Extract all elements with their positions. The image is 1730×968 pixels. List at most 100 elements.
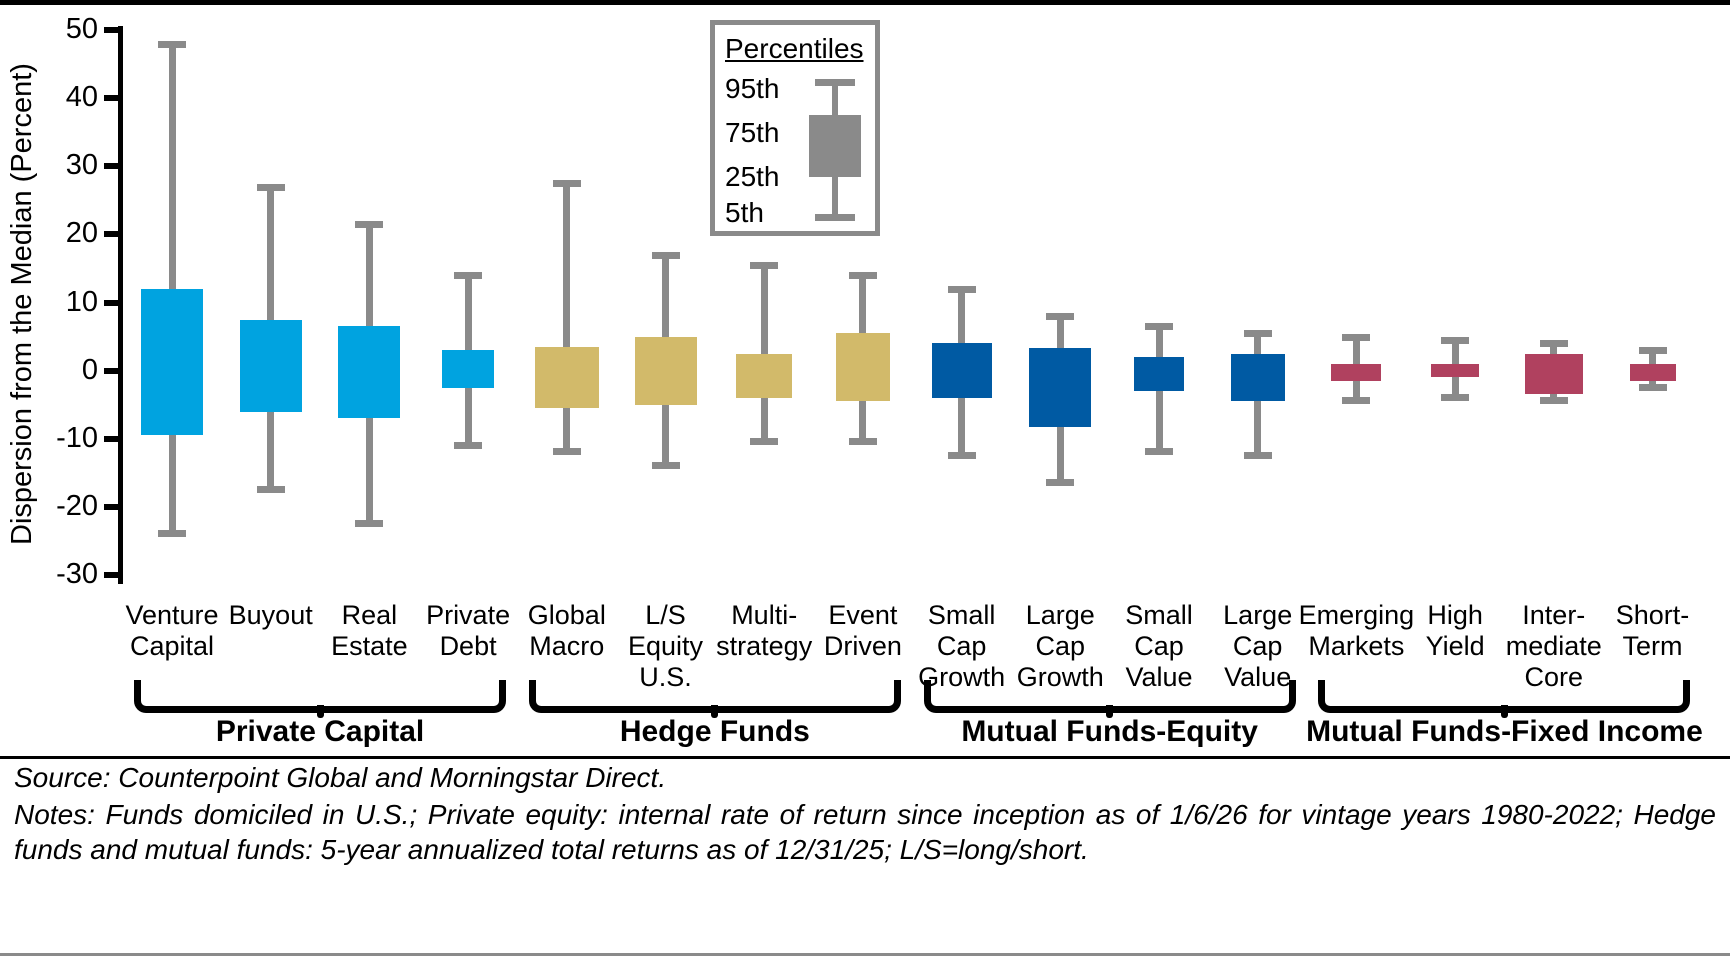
category-label-global-macro: Global Macro — [502, 600, 632, 662]
category-label-line: Inter- — [1522, 600, 1586, 630]
whisker-cap-5th-real-estate — [355, 519, 384, 527]
y-tick--30 — [104, 572, 119, 578]
box-large-cap-value — [1230, 353, 1285, 402]
category-label-l-s-equity-u-s: L/S Equity U.S. — [601, 600, 731, 693]
whisker-cap-5th-large-cap-growth — [1046, 479, 1075, 487]
legend-glyph-cap-5th — [815, 214, 855, 221]
category-label-line: Markets — [1308, 631, 1405, 661]
whisker-cap-95th-multi-strategy — [750, 262, 779, 270]
y-tick-label--20: -20 — [56, 489, 98, 522]
category-label-line: Growth — [1016, 662, 1104, 692]
group-label-hedge-funds: Hedge Funds — [619, 715, 810, 748]
whisker-cap-5th-multi-strategy — [750, 438, 779, 446]
y-tick-label--10: -10 — [56, 421, 98, 454]
category-label-line: Private — [426, 600, 511, 630]
category-label-line: Estate — [331, 631, 408, 661]
group-label-private-capital: Private Capital — [215, 715, 425, 748]
whisker-cap-95th-high-yield — [1441, 336, 1470, 344]
legend-glyph-cap-95th — [815, 79, 855, 86]
box-emerging-markets — [1331, 363, 1382, 381]
whisker-cap-95th-small-cap-growth — [947, 285, 976, 293]
y-tick--10 — [104, 435, 119, 442]
category-label-line: Driven — [823, 631, 902, 661]
legend-entry-25th: 25th — [725, 161, 780, 192]
category-label-short-term: Short- Term — [1588, 600, 1718, 662]
category-label-line: Cap — [1035, 631, 1086, 661]
category-label-line: Term — [1622, 631, 1683, 661]
group-bracket-nub-mutual-funds-fixed-income — [1500, 705, 1508, 718]
category-label-small-cap-value: Small Cap Value — [1094, 600, 1224, 693]
legend-entry-5th: 5th — [725, 197, 764, 228]
legend-title: Percentiles — [725, 33, 864, 64]
category-label-line: Value — [1125, 662, 1193, 692]
group-bracket-nub-hedge-funds — [711, 705, 719, 718]
category-label-real-estate: Real Estate — [304, 600, 434, 662]
category-label-line: Equity — [627, 631, 704, 661]
category-label-multi-strategy: Multi-strategy — [699, 600, 829, 662]
category-label-line: Small — [927, 600, 996, 630]
category-label-line: High — [1427, 600, 1483, 630]
source-text: Source: Counterpoint Global and Mornings… — [14, 762, 667, 793]
category-label-emerging-markets: Emerging Markets — [1291, 600, 1421, 662]
whisker-cap-5th-intermediate-core — [1539, 397, 1568, 405]
whisker-cap-5th-event-driven — [848, 438, 877, 446]
box-event-driven — [835, 333, 890, 402]
whisker-cap-95th-emerging-markets — [1342, 333, 1371, 341]
category-label-line: Large — [1223, 600, 1293, 630]
whisker-cap-95th-private-debt — [454, 272, 483, 280]
whisker-cap-5th-small-cap-growth — [947, 451, 976, 459]
category-label-line: Buyout — [228, 600, 313, 630]
category-label-line: Venture — [125, 600, 219, 630]
legend-glyph-box — [809, 115, 861, 177]
category-label-line: mediate — [1505, 631, 1602, 661]
legend-entry-75th: 75th — [725, 117, 780, 148]
category-label-large-cap-growth: Large Cap Growth — [995, 600, 1125, 693]
category-label-buyout: Buyout — [206, 600, 336, 631]
category-label-line: Yield — [1425, 631, 1485, 661]
category-label-line: strategy — [716, 631, 813, 661]
whisker-cap-95th-l-s-equity-u-s — [651, 251, 680, 259]
top-rule — [0, 0, 1730, 5]
y-tick-label-20: 20 — [65, 217, 98, 250]
category-label-line: Value — [1224, 662, 1292, 692]
y-tick-label-30: 30 — [65, 149, 98, 182]
y-tick-30 — [104, 163, 119, 170]
group-label-mutual-funds-fixed-income: Mutual Funds-Fixed Income — [1306, 715, 1703, 748]
category-label-private-debt: Private Debt — [403, 600, 533, 662]
category-label-line: Cap — [1232, 631, 1283, 661]
box-small-cap-growth — [931, 343, 992, 398]
whisker-cap-95th-global-macro — [552, 180, 581, 188]
whisker-cap-5th-l-s-equity-u-s — [651, 462, 680, 469]
box-global-macro — [534, 346, 599, 409]
box-intermediate-core — [1524, 353, 1583, 395]
category-label-line: Cap — [1134, 631, 1184, 661]
category-label-intermediate-core: Inter-mediate Core — [1489, 600, 1619, 693]
whisker-cap-5th-large-cap-value — [1243, 451, 1272, 459]
category-label-line: Macro — [529, 631, 605, 661]
category-label-line: Small — [1125, 600, 1193, 630]
bottom-rule — [0, 953, 1730, 956]
whisker-cap-5th-small-cap-value — [1145, 448, 1173, 456]
y-tick-40 — [104, 95, 119, 102]
whisker-cap-5th-buyout — [256, 485, 285, 493]
y-tick-label-50: 50 — [65, 13, 98, 45]
box-buyout — [239, 319, 302, 412]
category-label-line: Debt — [439, 631, 497, 661]
whisker-cap-95th-intermediate-core — [1539, 340, 1568, 348]
category-label-line: Event — [828, 600, 898, 630]
whisker-cap-95th-large-cap-value — [1243, 330, 1272, 338]
category-label-line: Real — [341, 600, 398, 630]
category-label-event-driven: Event Driven — [798, 600, 928, 662]
whisker-cap-95th-small-cap-value — [1145, 323, 1173, 331]
group-bracket-nub-mutual-funds-equity — [1106, 705, 1114, 718]
legend: Percentiles 95th 75th 25th 5th — [710, 20, 880, 236]
box-large-cap-growth — [1029, 348, 1092, 428]
box-multi-strategy — [736, 353, 793, 398]
category-label-line: L/S — [645, 600, 686, 630]
box-small-cap-value — [1134, 357, 1184, 392]
footer-rule — [0, 756, 1730, 759]
category-label-line: Emerging — [1298, 600, 1415, 630]
whisker-cap-5th-short-term — [1638, 383, 1667, 391]
box-high-yield — [1431, 363, 1480, 378]
